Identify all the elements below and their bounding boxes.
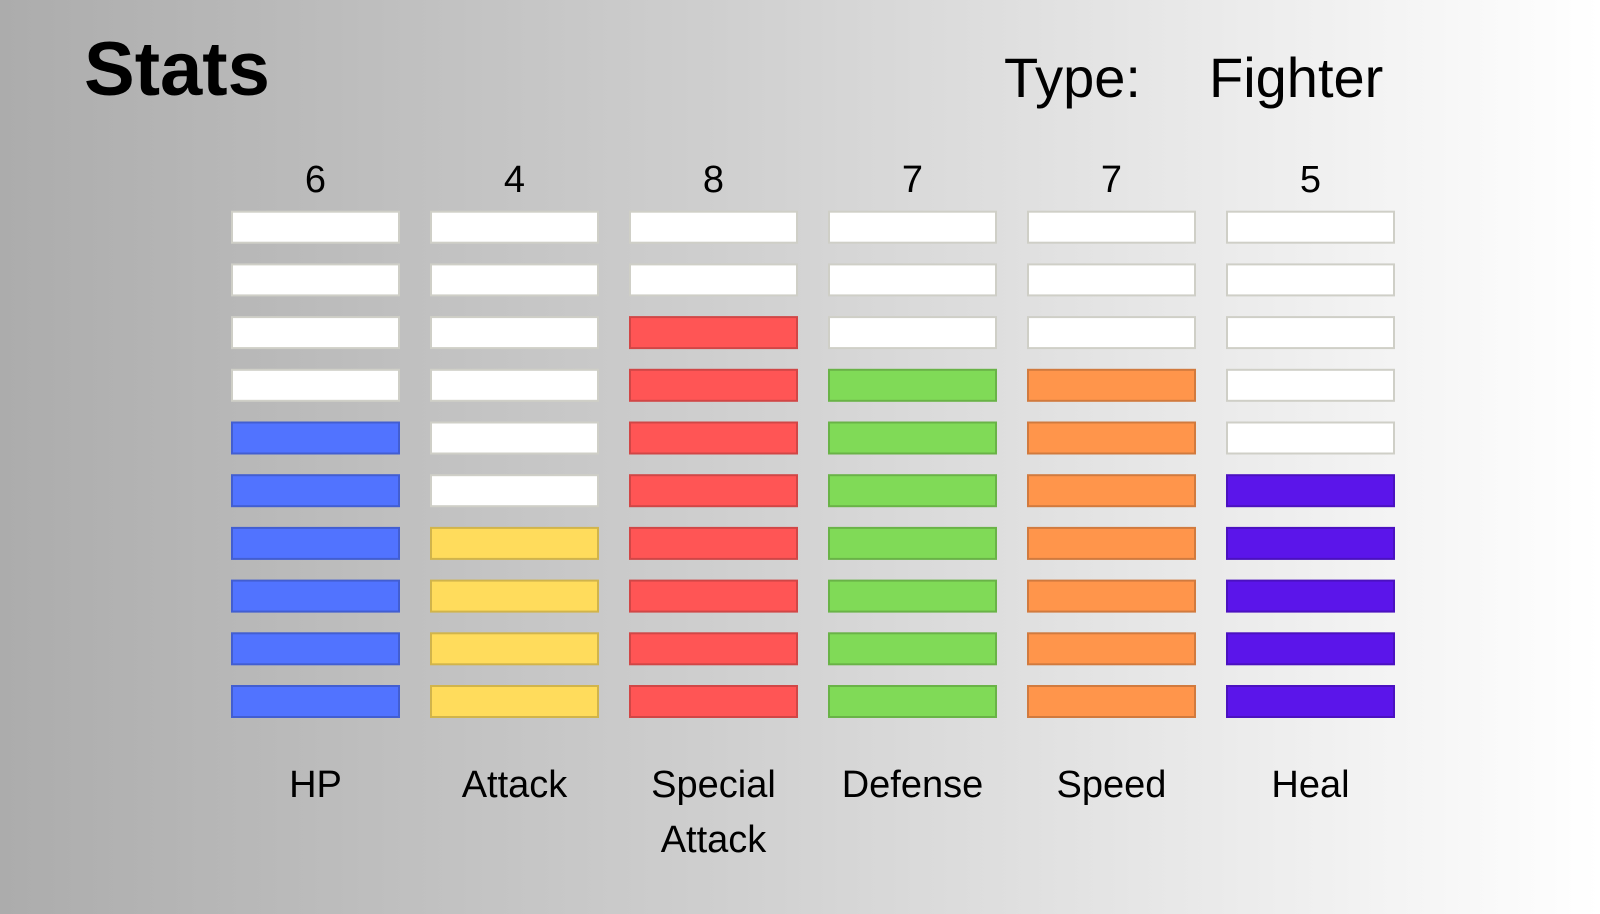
stat-segment-empty-attack	[430, 474, 599, 508]
stat-segment-empty-attack	[430, 421, 599, 455]
stat-segment-filled-heal	[1226, 526, 1395, 560]
stat-segment-filled-special-attack	[629, 368, 798, 402]
stat-segment-filled-defense	[828, 368, 997, 402]
stat-segment-filled-speed	[1027, 368, 1196, 402]
stat-segment-filled-special-attack	[629, 474, 798, 508]
stat-segment-empty-speed	[1027, 210, 1196, 244]
stat-segment-filled-hp	[231, 526, 400, 560]
stat-segment-empty-attack	[430, 263, 599, 297]
stat-segment-empty-hp	[231, 263, 400, 297]
stat-segment-filled-heal	[1226, 579, 1395, 613]
stat-segment-empty-defense	[828, 316, 997, 350]
stat-segment-empty-heal	[1226, 368, 1395, 402]
stat-segment-filled-special-attack	[629, 632, 798, 666]
stat-segment-empty-defense	[828, 263, 997, 297]
stat-label-hp: HP	[289, 764, 342, 806]
stat-segment-filled-defense	[828, 526, 997, 560]
stat-segment-empty-heal	[1226, 210, 1395, 244]
stat-segment-empty-special-attack	[629, 210, 798, 244]
stat-value-defense: 7	[902, 159, 923, 201]
stat-label-attack: Attack	[462, 764, 569, 806]
stat-segment-filled-special-attack	[629, 526, 798, 560]
stat-segment-filled-attack	[430, 632, 599, 666]
stat-segment-filled-special-attack	[629, 579, 798, 613]
stat-segment-empty-hp	[231, 316, 400, 350]
type-value: Fighter	[1209, 46, 1384, 109]
stat-value-attack: 4	[504, 159, 525, 201]
stat-segment-empty-defense	[828, 210, 997, 244]
stat-segment-empty-heal	[1226, 263, 1395, 297]
stat-segment-filled-special-attack	[629, 685, 798, 718]
stat-segment-empty-special-attack	[629, 263, 798, 297]
stat-label-speed: Speed	[1057, 764, 1167, 806]
stat-segment-filled-heal	[1226, 632, 1395, 666]
stat-segment-filled-speed	[1027, 579, 1196, 613]
stat-segment-empty-heal	[1226, 316, 1395, 350]
stat-segment-filled-attack	[430, 526, 599, 560]
stat-segment-filled-speed	[1027, 685, 1196, 718]
stat-segment-filled-speed	[1027, 474, 1196, 508]
stat-value-speed: 7	[1101, 159, 1122, 201]
stat-segment-filled-special-attack	[629, 316, 798, 350]
stat-segment-filled-attack	[430, 685, 599, 718]
stat-segment-filled-speed	[1027, 632, 1196, 666]
stat-segment-filled-defense	[828, 421, 997, 455]
stat-segment-filled-hp	[231, 474, 400, 508]
stat-segment-filled-defense	[828, 474, 997, 508]
stat-segment-filled-special-attack	[629, 421, 798, 455]
stat-segment-empty-hp	[231, 368, 400, 402]
stat-label-special-attack: Special Attack	[651, 764, 776, 861]
stat-segment-filled-hp	[231, 579, 400, 613]
stat-segment-filled-defense	[828, 632, 997, 666]
stat-segment-filled-attack	[430, 579, 599, 613]
stat-segment-filled-speed	[1027, 421, 1196, 455]
stat-segment-filled-hp	[231, 685, 400, 718]
stat-segment-filled-hp	[231, 421, 400, 455]
stat-segment-empty-speed	[1027, 316, 1196, 350]
page-title: Stats	[84, 27, 270, 112]
stat-label-heal: Heal	[1271, 764, 1349, 806]
stat-segment-empty-attack	[430, 316, 599, 350]
stat-value-hp: 6	[305, 159, 326, 201]
stat-segment-empty-hp	[231, 210, 400, 244]
stat-segment-filled-heal	[1226, 685, 1395, 718]
stat-segment-filled-heal	[1226, 474, 1395, 508]
stat-segment-empty-heal	[1226, 421, 1395, 455]
stat-label-defense: Defense	[842, 764, 984, 806]
stat-segment-empty-attack	[430, 368, 599, 402]
stat-segment-filled-defense	[828, 579, 997, 613]
type-label: Type:	[1004, 46, 1141, 109]
stat-segment-empty-attack	[430, 210, 599, 244]
stat-segment-filled-speed	[1027, 526, 1196, 560]
stat-value-special-attack: 8	[703, 159, 724, 201]
stat-segment-filled-hp	[231, 632, 400, 666]
stat-segment-filled-defense	[828, 685, 997, 718]
stat-segment-empty-speed	[1027, 263, 1196, 297]
stat-value-heal: 5	[1300, 159, 1321, 201]
